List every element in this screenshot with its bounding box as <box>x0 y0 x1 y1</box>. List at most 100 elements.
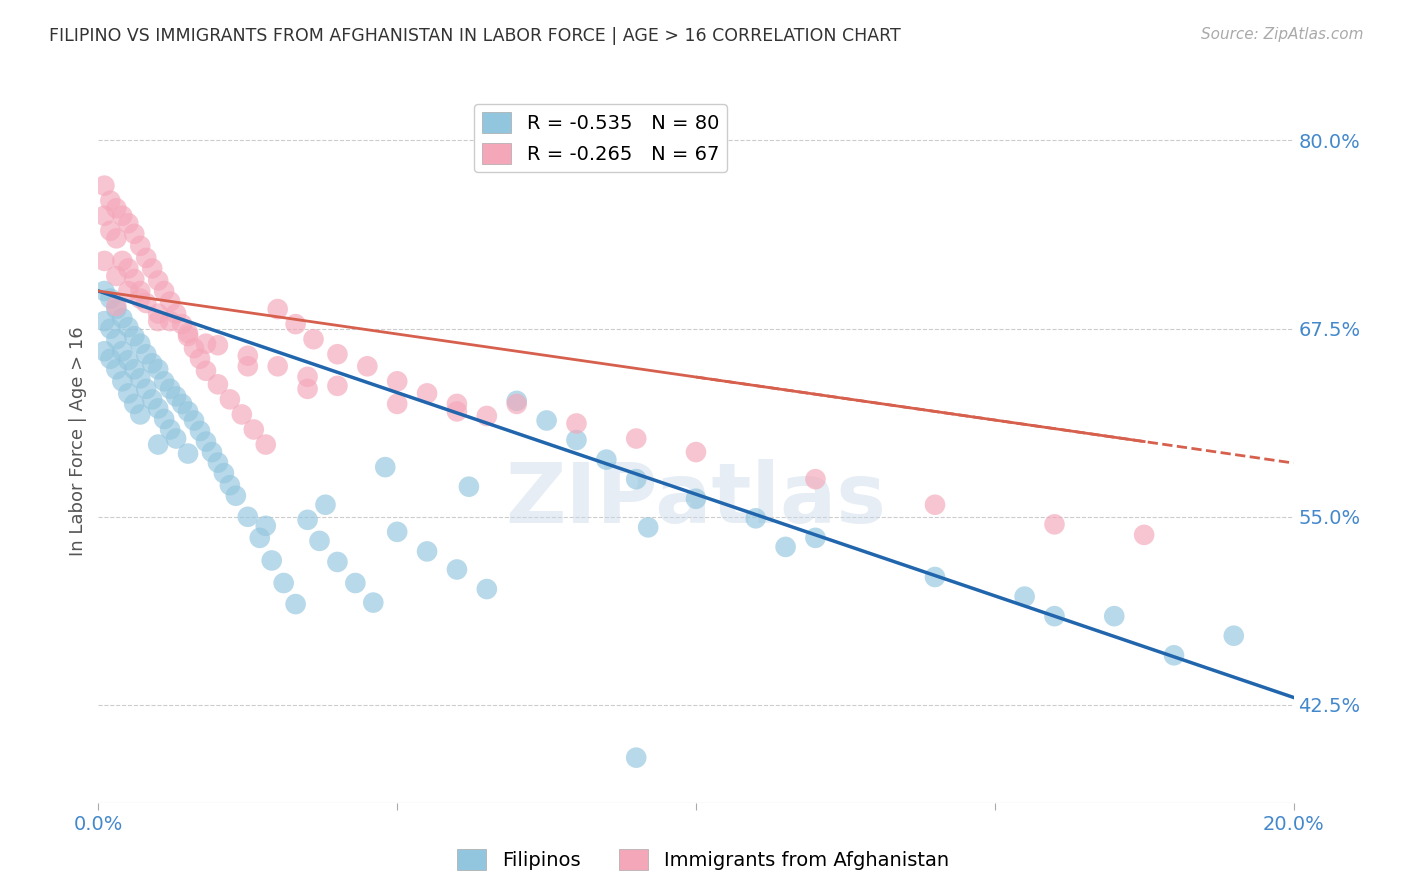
Point <box>284 317 307 331</box>
Point <box>117 216 139 230</box>
Point <box>129 371 152 385</box>
Point <box>165 389 187 403</box>
Point <box>1223 629 1246 643</box>
Point <box>148 437 170 451</box>
Point <box>243 423 266 437</box>
Point <box>344 576 367 591</box>
Point <box>111 253 134 268</box>
Point <box>1043 609 1066 624</box>
Point <box>135 347 157 361</box>
Point <box>207 377 229 392</box>
Point <box>159 382 181 396</box>
Point <box>129 292 152 306</box>
Point <box>212 466 235 480</box>
Point <box>159 423 181 437</box>
Point <box>159 314 181 328</box>
Point <box>284 597 307 611</box>
Point <box>595 452 617 467</box>
Point <box>1133 528 1156 542</box>
Point <box>93 284 115 298</box>
Point <box>148 307 170 321</box>
Point <box>385 397 409 411</box>
Point <box>626 472 648 486</box>
Point <box>685 491 707 506</box>
Point <box>135 382 157 396</box>
Point <box>374 460 396 475</box>
Point <box>117 261 139 276</box>
Point <box>129 408 152 422</box>
Point <box>219 478 242 492</box>
Point <box>506 397 529 411</box>
Point <box>111 209 134 223</box>
Point <box>172 317 194 331</box>
Point <box>124 272 146 286</box>
Point <box>93 178 115 193</box>
Point <box>117 284 139 298</box>
Point <box>626 432 648 446</box>
Point <box>356 359 378 374</box>
Point <box>124 362 146 376</box>
Point <box>385 375 409 389</box>
Text: ZIPatlas: ZIPatlas <box>506 458 886 540</box>
Point <box>188 424 211 438</box>
Point <box>363 596 385 610</box>
Point <box>1104 609 1126 624</box>
Point <box>804 472 827 486</box>
Point <box>129 284 152 298</box>
Point <box>308 533 330 548</box>
Point <box>141 392 163 407</box>
Point <box>188 351 211 366</box>
Point <box>177 326 200 340</box>
Point <box>159 294 181 309</box>
Point <box>195 364 218 378</box>
Point <box>745 511 768 525</box>
Point <box>98 194 122 208</box>
Point <box>124 329 146 343</box>
Point <box>416 544 439 558</box>
Point <box>249 531 271 545</box>
Point <box>105 362 128 376</box>
Point <box>105 201 128 215</box>
Point <box>458 480 481 494</box>
Point <box>148 362 170 376</box>
Point <box>302 332 325 346</box>
Point <box>475 582 498 596</box>
Point <box>93 344 115 359</box>
Point <box>446 397 468 411</box>
Point <box>129 239 152 253</box>
Point <box>148 314 170 328</box>
Point <box>775 540 797 554</box>
Point <box>165 307 187 321</box>
Legend: R = -0.535   N = 80, R = -0.265   N = 67: R = -0.535 N = 80, R = -0.265 N = 67 <box>474 104 727 172</box>
Legend: Filipinos, Immigrants from Afghanistan: Filipinos, Immigrants from Afghanistan <box>449 841 957 878</box>
Point <box>267 301 290 317</box>
Point <box>172 397 194 411</box>
Point <box>254 518 277 533</box>
Point <box>111 311 134 326</box>
Point <box>141 261 163 276</box>
Point <box>195 336 218 351</box>
Point <box>177 404 200 418</box>
Point <box>135 296 157 310</box>
Point <box>506 393 529 408</box>
Point <box>236 509 259 524</box>
Point <box>177 447 200 461</box>
Point <box>105 299 128 313</box>
Point <box>93 314 115 328</box>
Point <box>117 353 139 368</box>
Point <box>1014 590 1036 604</box>
Point <box>924 498 946 512</box>
Point <box>129 336 152 351</box>
Point <box>225 489 247 503</box>
Point <box>148 273 170 287</box>
Point <box>201 445 224 459</box>
Point <box>315 498 337 512</box>
Point <box>475 409 498 423</box>
Point <box>273 576 295 591</box>
Point <box>1043 517 1066 532</box>
Point <box>236 359 259 374</box>
Point <box>297 369 319 384</box>
Point <box>93 209 115 223</box>
Point <box>98 351 122 366</box>
Point <box>207 338 229 352</box>
